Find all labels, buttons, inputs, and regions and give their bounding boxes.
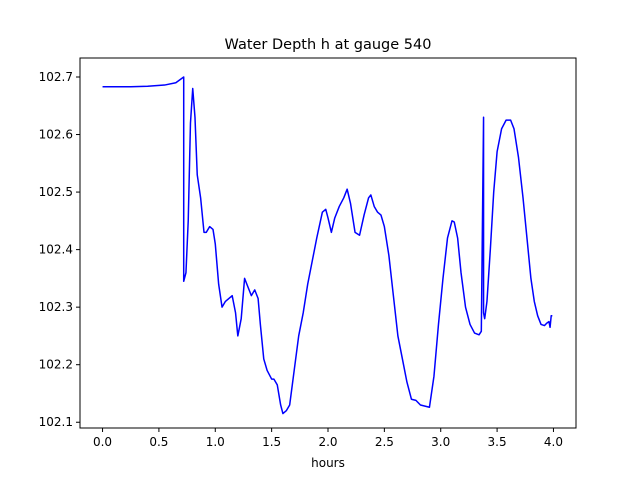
plot-frame xyxy=(79,57,577,429)
y-tick-label: 102.1 xyxy=(39,415,73,429)
x-tick-label: 1.0 xyxy=(206,435,225,449)
y-axis: 102.1 102.2 102.3 102.4 102.5 102.6 102.7 xyxy=(39,70,80,429)
x-axis-label: hours xyxy=(311,456,345,470)
x-tick-label: 3.0 xyxy=(431,435,450,449)
series-line-water-depth xyxy=(102,76,553,415)
y-tick-label: 102.5 xyxy=(39,185,73,199)
x-tick-label: 0.5 xyxy=(149,435,168,449)
x-tick-label: 0.0 xyxy=(93,435,112,449)
y-tick-label: 102.7 xyxy=(39,70,73,84)
x-axis: 0.0 0.5 1.0 1.5 2.0 2.5 3.0 3.5 4.0 xyxy=(93,428,563,449)
y-tick-label: 102.3 xyxy=(39,300,73,314)
x-tick-label: 2.0 xyxy=(318,435,337,449)
x-tick-label: 4.0 xyxy=(544,435,563,449)
x-tick-label: 1.5 xyxy=(262,435,281,449)
x-tick-label: 3.5 xyxy=(488,435,507,449)
chart-title: Water Depth h at gauge 540 xyxy=(225,37,432,53)
y-tick-label: 102.6 xyxy=(39,128,73,142)
x-tick-label: 2.5 xyxy=(375,435,394,449)
y-tick-label: 102.4 xyxy=(39,243,73,257)
plot-area xyxy=(102,76,553,415)
y-tick-label: 102.2 xyxy=(39,358,73,372)
